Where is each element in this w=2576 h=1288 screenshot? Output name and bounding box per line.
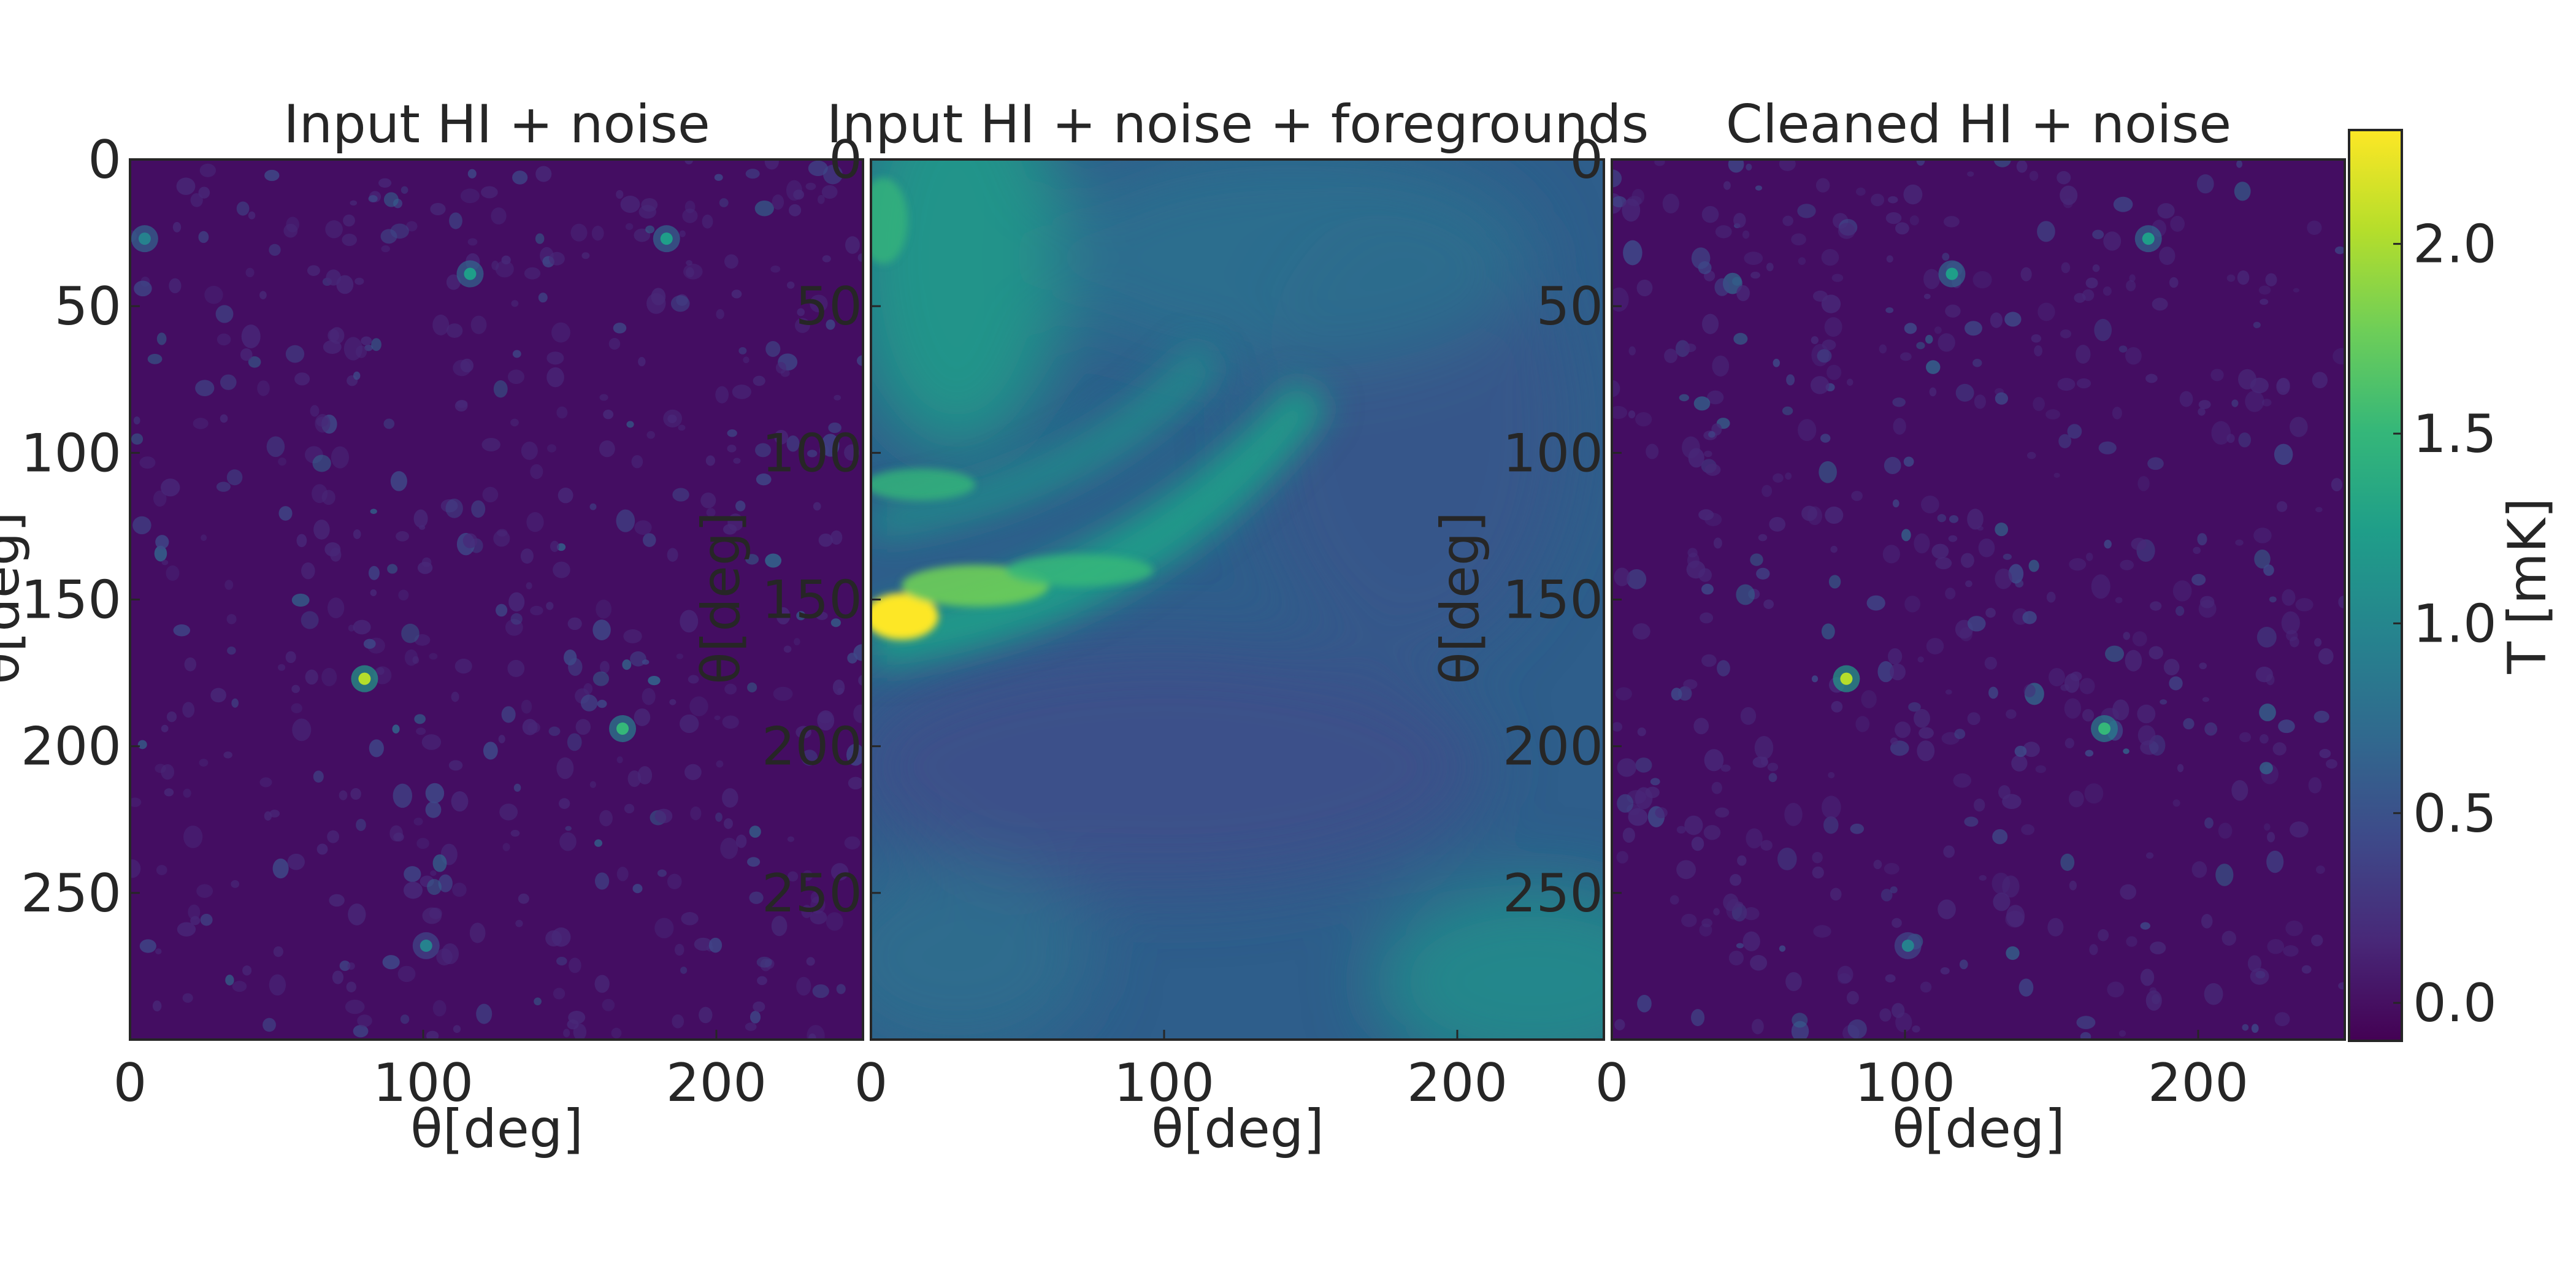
y-tick-label: 100	[762, 423, 862, 484]
x-axis-label: θ[deg]	[1151, 1098, 1324, 1160]
colorbar-tick-label: 0.5	[2413, 783, 2497, 845]
y-axis-label: θ[deg]	[691, 512, 752, 684]
y-tick-label: 0	[1570, 129, 1603, 191]
y-tick-label: 200	[1503, 716, 1603, 778]
bright-source	[1840, 672, 1853, 685]
bright-source	[358, 672, 371, 685]
y-tick-label: 100	[1503, 423, 1603, 484]
y-tick-label: 200	[762, 716, 862, 778]
panel-title: Input HI + noise	[283, 94, 710, 155]
y-tick-label: 150	[762, 570, 862, 631]
x-tick-label: 0	[854, 1052, 888, 1114]
y-tick-label: 250	[21, 863, 121, 924]
bright-source	[1945, 267, 1958, 280]
y-axis-label: θ[deg]	[1430, 512, 1491, 684]
y-tick-label: 100	[21, 423, 121, 484]
bright-source	[660, 232, 673, 245]
heatmap-image	[871, 159, 1604, 1040]
y-tick-label: 150	[21, 570, 121, 631]
x-tick-label: 200	[2148, 1052, 2248, 1114]
x-tick-label: 100	[1114, 1052, 1214, 1114]
colorbar-label: T [mK]	[2497, 497, 2558, 674]
y-tick-label: 0	[88, 129, 121, 191]
x-axis-label: θ[deg]	[410, 1098, 583, 1160]
heatmap-image	[1612, 159, 2345, 1040]
colorbar-gradient	[2348, 129, 2403, 1042]
x-tick-label: 0	[1595, 1052, 1629, 1114]
y-tick-label: 250	[762, 863, 862, 924]
colorbar-tick-label: 2.0	[2413, 214, 2497, 275]
colorbar-tick-label: 1.0	[2413, 593, 2497, 654]
x-tick-label: 100	[373, 1052, 473, 1114]
y-tick-label: 200	[21, 716, 121, 778]
x-tick-label: 100	[1855, 1052, 1955, 1114]
heatmap-image	[130, 159, 863, 1040]
bright-source	[2142, 232, 2155, 245]
x-tick-label: 0	[113, 1052, 147, 1114]
x-tick-label: 200	[1407, 1052, 1508, 1114]
colorbar: 0.0 0.5 1.0 1.5 2.0 T [mK]	[2348, 129, 2558, 1042]
x-axis-label: θ[deg]	[1892, 1098, 2065, 1160]
bright-source	[2098, 722, 2111, 735]
y-tick-label: 50	[55, 276, 121, 337]
panel-title: Input HI + noise + foregrounds	[827, 94, 1649, 155]
y-tick-label: 0	[829, 129, 862, 191]
y-tick-label: 150	[1503, 570, 1603, 631]
colorbar-tick-label: 0.0	[2413, 973, 2497, 1034]
y-tick-label: 50	[1536, 276, 1603, 337]
bright-source	[420, 939, 432, 952]
colorbar-tick-label: 1.5	[2413, 404, 2497, 465]
bright-source	[1901, 939, 1914, 952]
bright-source	[616, 722, 629, 735]
y-axis-label: θ[deg]	[0, 512, 31, 684]
bright-source	[138, 232, 151, 245]
y-tick-label: 250	[1503, 863, 1603, 924]
x-tick-label: 200	[666, 1052, 767, 1114]
bright-source	[464, 267, 477, 280]
panel-title: Cleaned HI + noise	[1726, 94, 2231, 155]
heatmap-panel-cleaned: Cleaned HI + noise 0 100 200 0 50 100 150 200 2…	[1430, 94, 2346, 1160]
y-tick-label: 50	[795, 276, 862, 337]
heatmap-panel-input-foregrounds: Input HI + noise + foregrounds	[691, 94, 1649, 1160]
heatmap-panel-input-hi: Input HI + noise 0 100 200 0 50 100 150 200 250…	[0, 94, 864, 1160]
